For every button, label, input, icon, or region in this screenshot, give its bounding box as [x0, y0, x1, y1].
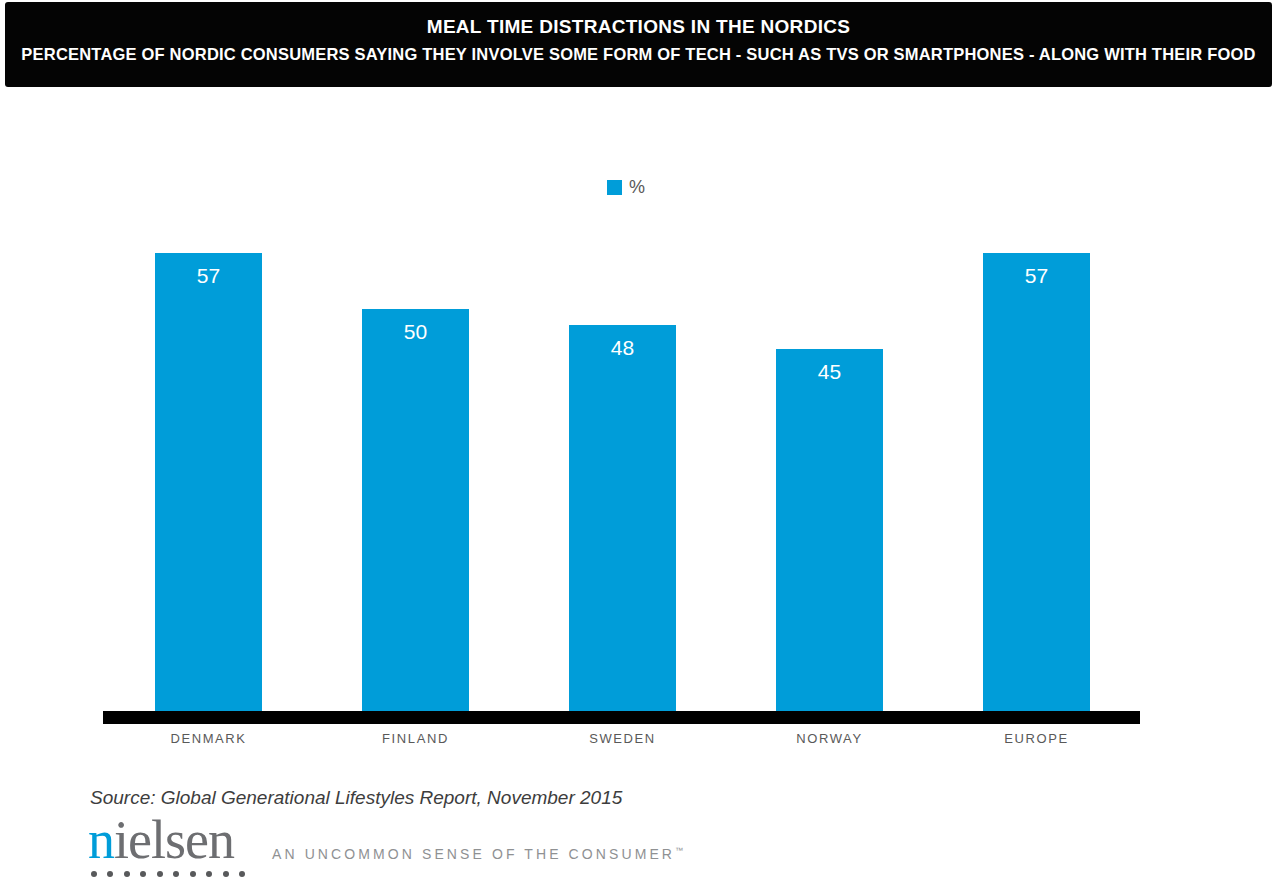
category-label-denmark: DENMARK — [129, 731, 289, 746]
category-label-sweden: SWEDEN — [543, 731, 703, 746]
source-note: Source: Global Generational Lifestyles R… — [90, 787, 622, 809]
nielsen-logo: nielsen — [88, 816, 245, 877]
logo-dot-icon — [140, 871, 146, 877]
category-label-finland: FINLAND — [336, 731, 496, 746]
trademark-symbol: ™ — [675, 846, 683, 855]
logo-dot-icon — [190, 871, 196, 877]
bar-europe: 57 — [983, 253, 1090, 711]
tagline: AN UNCOMMON SENSE OF THE CONSUMER™ — [272, 846, 683, 862]
bar-value-label: 48 — [569, 336, 676, 360]
x-axis-line — [103, 711, 1140, 724]
logo-letters-rest: ielsen — [114, 810, 234, 870]
logo-letter-n: n — [88, 810, 114, 870]
logo-dot-icon — [173, 871, 179, 877]
bar-sweden: 48 — [569, 325, 676, 711]
logo-dot-icon — [239, 871, 245, 877]
nielsen-logo-text: nielsen — [88, 816, 245, 864]
bar-norway: 45 — [776, 349, 883, 711]
bar-value-label: 57 — [983, 264, 1090, 288]
logo-dot-icon — [223, 871, 229, 877]
logo-dot-icon — [206, 871, 212, 877]
logo-dot-icon — [157, 871, 163, 877]
category-label-europe: EUROPE — [957, 731, 1117, 746]
bar-plot: 57 50 48 45 57 — [103, 0, 1140, 711]
bar-value-label: 45 — [776, 360, 883, 384]
chart-page: MEAL TIME DISTRACTIONS IN THE NORDICS PE… — [0, 0, 1280, 895]
logo-dot-icon — [91, 871, 97, 877]
bar-value-label: 50 — [362, 320, 469, 344]
bar-value-label: 57 — [155, 264, 262, 288]
bar-finland: 50 — [362, 309, 469, 711]
logo-dots — [91, 871, 245, 877]
tagline-text: AN UNCOMMON SENSE OF THE CONSUMER — [272, 846, 675, 862]
bar-denmark: 57 — [155, 253, 262, 711]
x-axis-labels: DENMARK FINLAND SWEDEN NORWAY EUROPE — [103, 731, 1140, 753]
logo-dot-icon — [124, 871, 130, 877]
category-label-norway: NORWAY — [750, 731, 910, 746]
logo-dot-icon — [107, 871, 113, 877]
